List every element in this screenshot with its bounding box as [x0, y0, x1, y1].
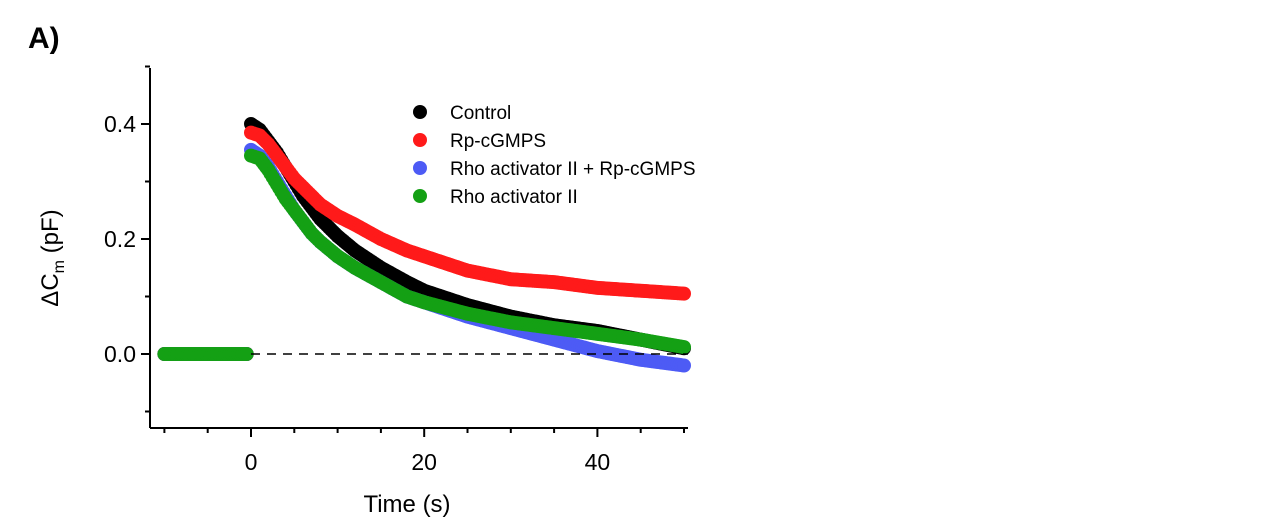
series-layer [157, 117, 691, 373]
y-axis-title: ΔCm (pF) [37, 209, 68, 306]
y-axis-title-subscript: m [51, 260, 68, 273]
x-axis-title: Time (s) [363, 491, 450, 518]
data-point [239, 347, 254, 361]
x-tick-label: 0 [245, 449, 258, 475]
y-ticks: 0.0 0.2 0.4 [104, 65, 150, 413]
legend-marker [413, 105, 427, 119]
data-point [677, 358, 691, 373]
legend-label: Rho activator II [450, 187, 578, 208]
x-tick-label: 20 [411, 449, 437, 475]
x-tick-label: 40 [585, 449, 611, 475]
legend-marker [413, 161, 427, 175]
legend-label: Control [450, 103, 511, 124]
legend-marker [413, 133, 427, 147]
legend-label: Rp-cGMPS [450, 131, 546, 152]
y-tick-label: 0.2 [104, 226, 136, 252]
legend: Control Rp-cGMPS Rho activator II + Rp-cGM… [413, 103, 696, 208]
x-ticks: 0 20 40 [163, 428, 685, 475]
data-point [677, 340, 691, 355]
legend-label: Rho activator II + Rp-cGMPS [450, 159, 696, 180]
data-point [677, 286, 691, 301]
y-tick-label: 0.0 [104, 341, 136, 367]
panel-label: A) [28, 22, 60, 55]
y-axis-title-prefix: ΔC [37, 273, 64, 306]
series-control [157, 117, 691, 361]
y-axis-title-suffix: (pF) [37, 209, 64, 260]
y-tick-label: 0.4 [104, 111, 136, 137]
legend-marker [413, 189, 427, 203]
series-rho-activator-ii [157, 148, 691, 361]
